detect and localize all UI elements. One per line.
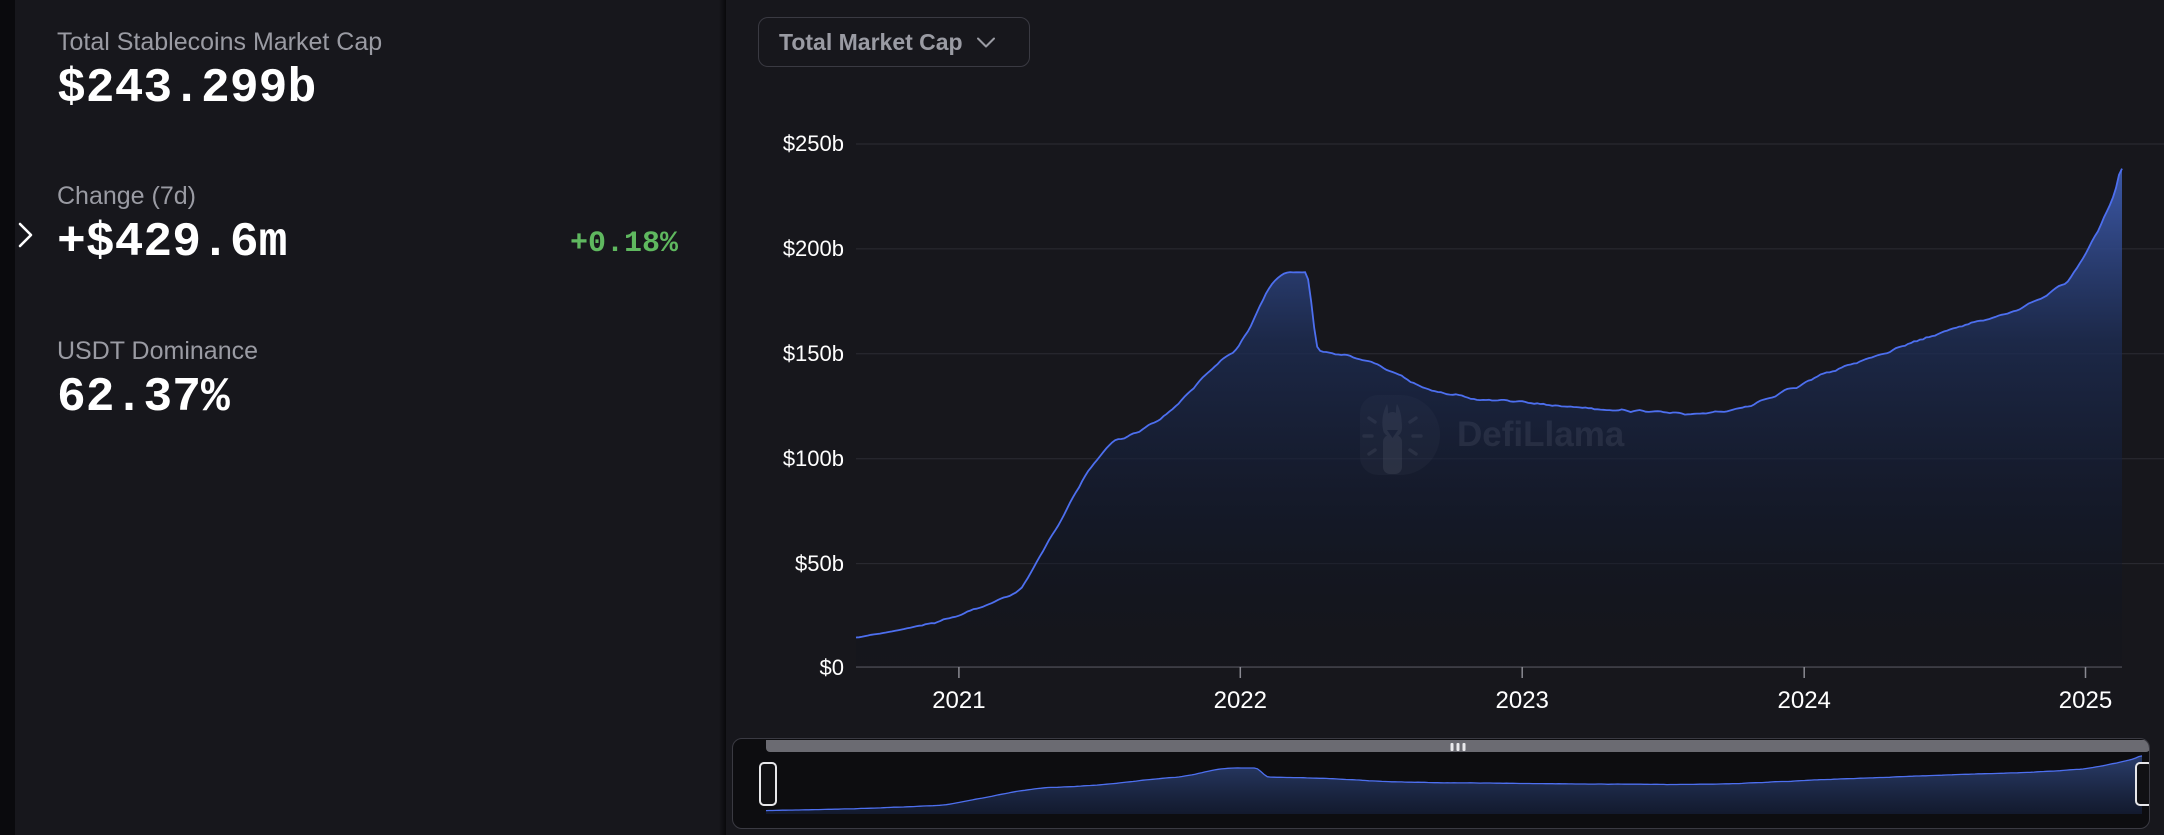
svg-text:$100b: $100b bbox=[783, 446, 844, 471]
svg-text:2021: 2021 bbox=[932, 687, 985, 714]
svg-text:$250b: $250b bbox=[783, 131, 844, 156]
svg-text:2023: 2023 bbox=[1496, 687, 1549, 714]
svg-text:2025: 2025 bbox=[2059, 687, 2112, 714]
svg-text:$150b: $150b bbox=[783, 341, 844, 366]
svg-text:$200b: $200b bbox=[783, 236, 844, 261]
svg-text:2022: 2022 bbox=[1214, 687, 1267, 714]
svg-text:$0: $0 bbox=[820, 655, 844, 680]
svg-text:2024: 2024 bbox=[1778, 687, 1831, 714]
svg-text:$50b: $50b bbox=[795, 551, 844, 576]
